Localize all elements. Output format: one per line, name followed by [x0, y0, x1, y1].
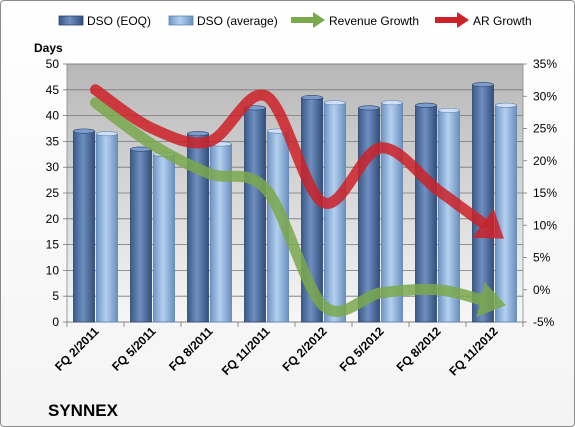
y-tick-label: 0: [52, 315, 59, 329]
y2-tick-label: 25%: [533, 122, 557, 136]
y2-tick-label: 0%: [533, 283, 551, 297]
legend-arrow-ar-growth: [457, 12, 469, 28]
bar-dso-average: [153, 153, 175, 323]
y-tick-label: 5: [52, 289, 59, 303]
bar-dso-eoq: [73, 130, 95, 323]
y2-tick-label: 20%: [533, 154, 557, 168]
y-tick-label: 20: [46, 212, 60, 226]
y-tick-label: 35: [46, 134, 60, 148]
x-tick-label: FQ 2/2012: [280, 324, 330, 374]
bar-cap: [415, 102, 437, 108]
x-tick-label: FQ 8/2012: [394, 324, 444, 374]
x-tick-label: FQ 5/2011: [109, 324, 159, 374]
bar-cap: [381, 100, 403, 106]
bar-dso-eoq: [130, 148, 152, 323]
y-tick-label: 25: [46, 186, 60, 200]
bar-cap: [472, 82, 494, 88]
y-axis-title: Days: [34, 41, 63, 55]
y-tick-label: 45: [46, 83, 60, 97]
x-tick-label: FQ 2/2011: [52, 324, 102, 374]
y2-tick-label: 10%: [533, 218, 557, 232]
bar-cap: [187, 131, 209, 137]
legend-label-revenue-growth: Revenue Growth: [329, 14, 419, 28]
y-tick-label: 10: [46, 263, 60, 277]
legend-swatch-dso-average-: [168, 15, 194, 26]
x-tick-label: FQ 5/2012: [337, 324, 387, 374]
y2-tick-label: 15%: [533, 186, 557, 200]
y2-tick-label: 35%: [533, 57, 557, 71]
bar-cap: [324, 100, 346, 106]
y2-tick-label: 5%: [533, 251, 551, 265]
bar-cap: [358, 105, 380, 111]
ar-growth-line: [90, 84, 489, 229]
y-tick-label: 40: [46, 109, 60, 123]
legend-label-ar-growth: AR Growth: [473, 14, 532, 28]
revenue-growth-arrowhead: [476, 281, 506, 318]
ar-growth-arrowhead: [472, 208, 504, 239]
bar-dso-eoq: [472, 84, 494, 323]
y-tick-label: 50: [46, 57, 60, 71]
y2-tick-label: -5%: [533, 315, 555, 329]
y-tick-label: 30: [46, 160, 60, 174]
legend-swatch-dso-eoq-: [58, 15, 84, 26]
bar-cap: [301, 95, 323, 101]
legend-arrow-revenue-growth: [313, 12, 325, 28]
x-tick-label: FQ 8/2011: [166, 324, 216, 374]
chart-title: SYNNEX: [48, 401, 119, 420]
legend-label-dso-average-: DSO (average): [197, 14, 278, 28]
revenue-growth-line: [90, 97, 487, 317]
bar-dso-average: [96, 133, 118, 323]
bar-cap: [73, 128, 95, 134]
y2-tick-label: 30%: [533, 89, 557, 103]
bar-dso-eoq: [244, 107, 266, 323]
y-tick-label: 15: [46, 238, 60, 252]
bar-dso-average: [495, 104, 517, 323]
bar-dso-average: [324, 102, 346, 323]
legend: DSO (EOQ) DSO (average) Revenue Growth AR G…: [58, 12, 532, 28]
bar-cap: [438, 107, 460, 113]
legend-label-dso-eoq-: DSO (EOQ): [87, 14, 151, 28]
bar-cap: [495, 102, 517, 108]
x-tick-label: FQ 11/2012: [446, 324, 500, 378]
x-tick-label: FQ 11/2011: [219, 324, 273, 378]
bar-cap: [96, 131, 118, 137]
